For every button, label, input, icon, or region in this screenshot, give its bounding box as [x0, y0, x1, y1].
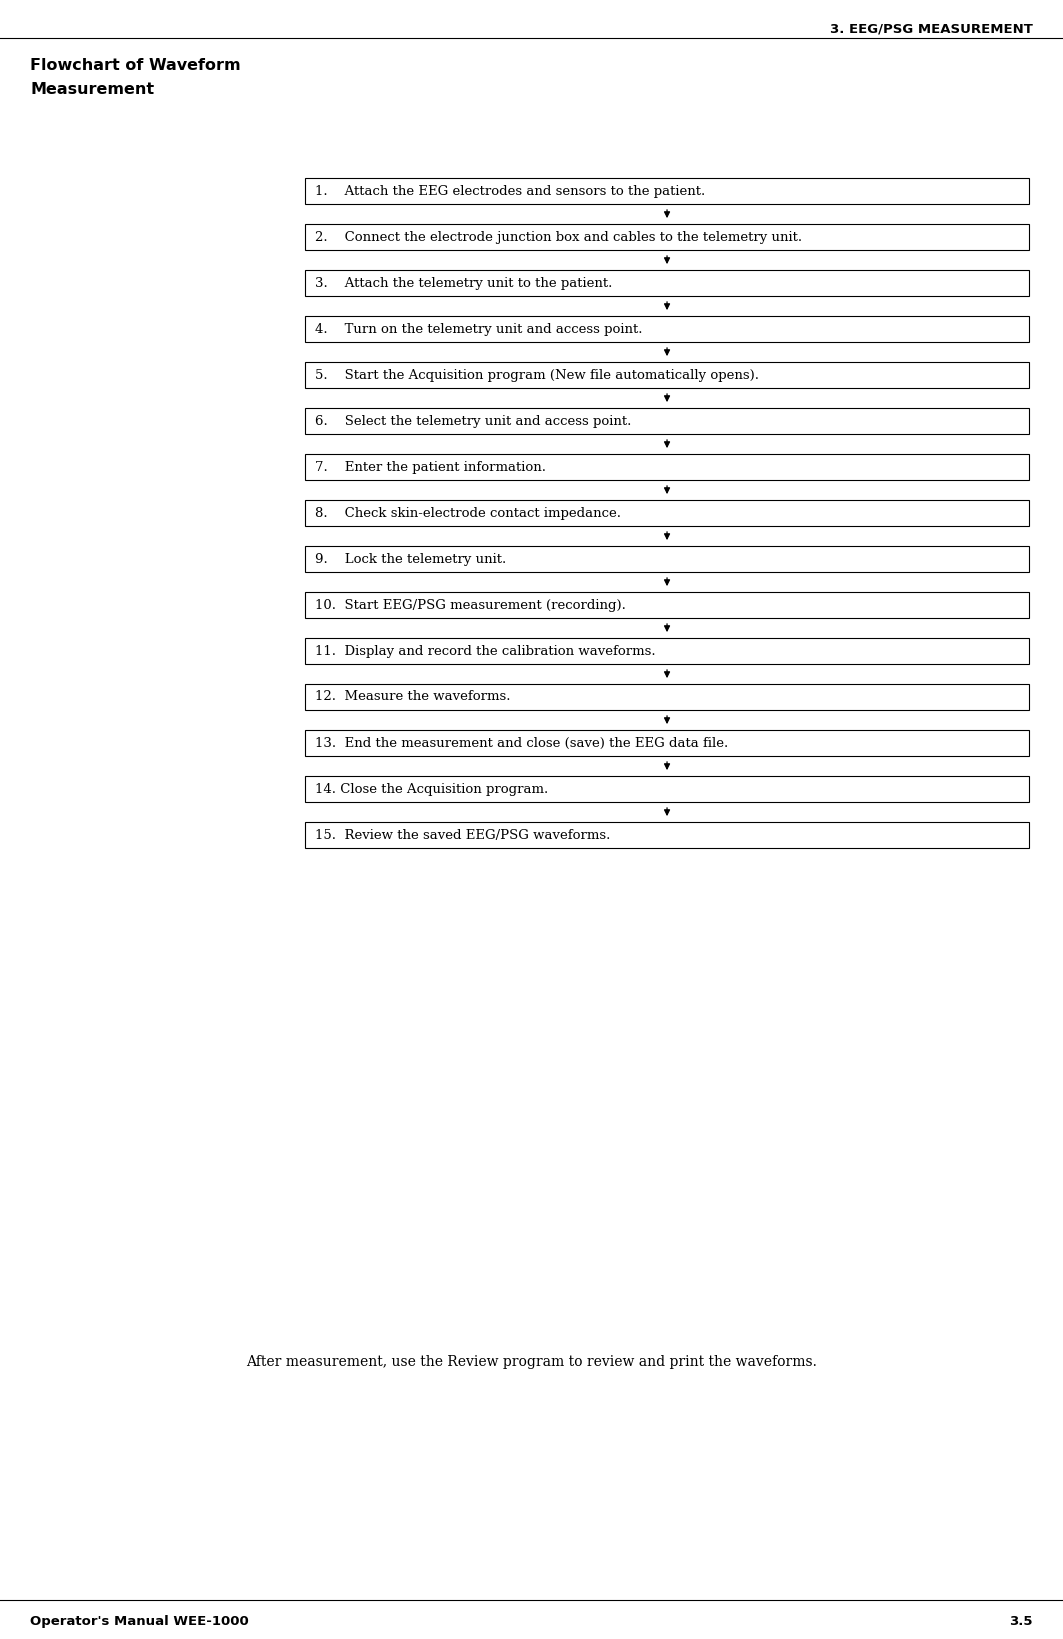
Bar: [305, 592, 1029, 618]
Text: 8.    Check skin-electrode contact impedance.: 8. Check skin-electrode contact impedanc…: [315, 506, 621, 520]
Text: Flowchart of Waveform: Flowchart of Waveform: [30, 57, 240, 74]
Text: After measurement, use the Review program to review and print the waveforms.: After measurement, use the Review progra…: [246, 1355, 817, 1369]
Text: 10.  Start EEG/PSG measurement (recording).: 10. Start EEG/PSG measurement (recording…: [315, 598, 626, 611]
Bar: [305, 729, 1029, 756]
Bar: [305, 225, 1029, 251]
Text: 4.    Turn on the telemetry unit and access point.: 4. Turn on the telemetry unit and access…: [315, 323, 642, 336]
Text: 7.    Enter the patient information.: 7. Enter the patient information.: [315, 461, 546, 474]
Text: 9.    Lock the telemetry unit.: 9. Lock the telemetry unit.: [315, 552, 506, 565]
Bar: [305, 408, 1029, 434]
Bar: [305, 270, 1029, 297]
Bar: [305, 546, 1029, 572]
Text: 1.    Attach the EEG electrodes and sensors to the patient.: 1. Attach the EEG electrodes and sensors…: [315, 185, 706, 198]
Bar: [305, 454, 1029, 480]
Text: 11.  Display and record the calibration waveforms.: 11. Display and record the calibration w…: [315, 644, 656, 657]
Bar: [305, 775, 1029, 801]
Text: Operator's Manual WEE-1000: Operator's Manual WEE-1000: [30, 1614, 249, 1628]
Bar: [305, 683, 1029, 710]
Text: Measurement: Measurement: [30, 82, 154, 97]
Text: 13.  End the measurement and close (save) the EEG data file.: 13. End the measurement and close (save)…: [315, 736, 728, 749]
Text: 3. EEG/PSG MEASUREMENT: 3. EEG/PSG MEASUREMENT: [830, 23, 1033, 36]
Bar: [305, 638, 1029, 664]
Bar: [305, 179, 1029, 203]
Text: 3.    Attach the telemetry unit to the patient.: 3. Attach the telemetry unit to the pati…: [315, 277, 612, 290]
Text: 2.    Connect the electrode junction box and cables to the telemetry unit.: 2. Connect the electrode junction box an…: [315, 231, 803, 244]
Text: 3.5: 3.5: [1010, 1614, 1033, 1628]
Text: 12.  Measure the waveforms.: 12. Measure the waveforms.: [315, 690, 510, 703]
Bar: [305, 500, 1029, 526]
Bar: [305, 362, 1029, 388]
Text: 15.  Review the saved EEG/PSG waveforms.: 15. Review the saved EEG/PSG waveforms.: [315, 828, 610, 841]
Text: 6.    Select the telemetry unit and access point.: 6. Select the telemetry unit and access …: [315, 415, 631, 428]
Bar: [305, 823, 1029, 847]
Text: 5.    Start the Acquisition program (New file automatically opens).: 5. Start the Acquisition program (New fi…: [315, 369, 759, 382]
Text: 14. Close the Acquisition program.: 14. Close the Acquisition program.: [315, 782, 549, 795]
Bar: [305, 316, 1029, 343]
